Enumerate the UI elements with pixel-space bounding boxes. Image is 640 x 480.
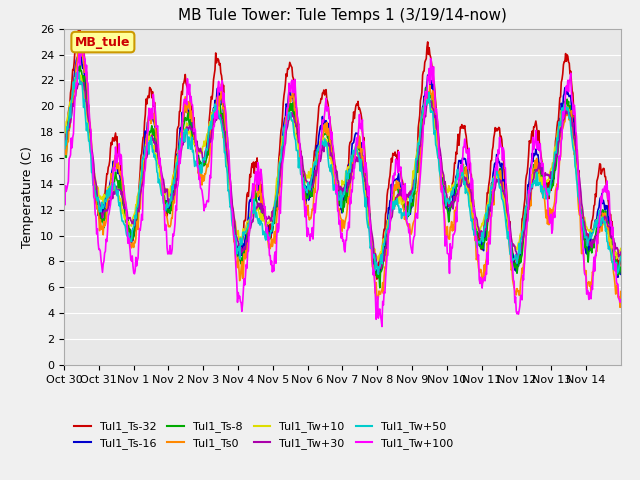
Tul1_Ts-32 — [60, 149, 68, 155]
Tul1_Ts-16 — [401, 201, 409, 207]
Tul1_Ts-16 — [617, 271, 625, 277]
Tul1_Ts0 — [277, 178, 285, 183]
Tul1_Tw+100 — [256, 177, 264, 183]
Tul1_Tw+10 — [374, 257, 382, 263]
Tul1_Ts-8 — [228, 211, 236, 216]
Tul1_Ts-8 — [401, 203, 409, 209]
Tul1_Tw+10 — [74, 71, 82, 76]
Tul1_Ts0 — [60, 148, 68, 154]
Tul1_Ts-32 — [433, 111, 440, 117]
Tul1_Tw+10 — [60, 133, 68, 139]
Tul1_Tw+30 — [76, 78, 84, 84]
Tul1_Tw+50 — [60, 144, 68, 150]
Tul1_Tw+10 — [277, 151, 285, 157]
Tul1_Tw+50 — [277, 156, 285, 161]
Tul1_Ts0 — [256, 179, 264, 184]
Text: MB_tule: MB_tule — [75, 36, 131, 48]
Tul1_Ts-16 — [228, 206, 236, 212]
Tul1_Ts-32 — [228, 209, 236, 215]
Tul1_Tw+10 — [401, 198, 409, 204]
Tul1_Tw+100 — [79, 42, 86, 48]
Line: Tul1_Ts-8: Tul1_Ts-8 — [64, 63, 621, 288]
Tul1_Ts0 — [77, 46, 85, 52]
Line: Tul1_Tw+10: Tul1_Tw+10 — [64, 73, 621, 260]
Tul1_Tw+30 — [277, 165, 285, 171]
Tul1_Tw+50 — [374, 271, 382, 277]
Legend: Tul1_Ts-32, Tul1_Ts-16, Tul1_Ts-8, Tul1_Ts0, Tul1_Tw+10, Tul1_Tw+30, Tul1_Tw+50,: Tul1_Ts-32, Tul1_Ts-16, Tul1_Ts-8, Tul1_… — [70, 417, 458, 453]
Tul1_Tw+50 — [75, 69, 83, 75]
Tul1_Tw+30 — [126, 215, 134, 220]
Title: MB Tule Tower: Tule Temps 1 (3/19/14-now): MB Tule Tower: Tule Temps 1 (3/19/14-now… — [178, 9, 507, 24]
Tul1_Tw+100 — [433, 106, 440, 112]
Tul1_Tw+100 — [60, 171, 68, 177]
Tul1_Ts-32 — [373, 276, 381, 282]
Tul1_Ts-8 — [126, 226, 134, 232]
Tul1_Tw+100 — [401, 181, 409, 187]
Tul1_Tw+100 — [617, 297, 625, 302]
Tul1_Tw+10 — [617, 246, 625, 252]
Tul1_Tw+30 — [617, 250, 625, 255]
Tul1_Ts-16 — [374, 275, 382, 281]
Tul1_Ts-32 — [75, 26, 83, 32]
Tul1_Ts-32 — [617, 251, 625, 257]
Tul1_Tw+100 — [126, 247, 134, 252]
Tul1_Ts0 — [617, 288, 625, 294]
Tul1_Tw+50 — [401, 212, 409, 218]
Tul1_Ts-32 — [256, 171, 264, 177]
Tul1_Ts-8 — [76, 60, 84, 66]
Tul1_Ts-8 — [617, 264, 625, 270]
Tul1_Tw+10 — [126, 222, 134, 228]
Tul1_Ts-8 — [433, 126, 440, 132]
Tul1_Tw+50 — [126, 237, 134, 242]
Tul1_Ts0 — [126, 242, 134, 248]
Tul1_Ts0 — [432, 118, 440, 124]
Tul1_Ts-16 — [76, 51, 84, 57]
Tul1_Ts-32 — [277, 128, 285, 133]
Line: Tul1_Ts0: Tul1_Ts0 — [64, 49, 621, 307]
Line: Tul1_Ts-16: Tul1_Ts-16 — [64, 54, 621, 278]
Tul1_Ts-16 — [256, 193, 264, 199]
Y-axis label: Temperature (C): Temperature (C) — [22, 146, 35, 248]
Tul1_Ts-32 — [401, 198, 409, 204]
Tul1_Tw+50 — [256, 222, 264, 228]
Tul1_Ts0 — [228, 210, 236, 216]
Tul1_Tw+50 — [617, 253, 625, 259]
Tul1_Ts-8 — [256, 201, 264, 206]
Tul1_Tw+10 — [256, 215, 264, 220]
Tul1_Tw+30 — [60, 143, 68, 148]
Line: Tul1_Tw+50: Tul1_Tw+50 — [64, 72, 621, 274]
Tul1_Tw+30 — [433, 126, 440, 132]
Tul1_Tw+30 — [256, 201, 264, 206]
Tul1_Tw+100 — [277, 192, 285, 197]
Tul1_Ts-16 — [126, 230, 134, 236]
Line: Tul1_Ts-32: Tul1_Ts-32 — [64, 29, 621, 279]
Line: Tul1_Tw+30: Tul1_Tw+30 — [64, 81, 621, 272]
Tul1_Tw+100 — [378, 324, 386, 329]
Tul1_Ts-8 — [60, 150, 68, 156]
Tul1_Ts-16 — [433, 123, 440, 129]
Tul1_Ts-8 — [376, 285, 383, 290]
Tul1_Ts-32 — [126, 229, 134, 235]
Tul1_Tw+100 — [228, 210, 236, 216]
Tul1_Tw+30 — [228, 204, 236, 209]
Tul1_Ts0 — [401, 216, 408, 222]
Tul1_Ts0 — [616, 304, 624, 310]
Tul1_Tw+30 — [375, 269, 383, 275]
Tul1_Tw+10 — [433, 135, 440, 141]
Tul1_Tw+50 — [433, 144, 440, 150]
Line: Tul1_Tw+100: Tul1_Tw+100 — [64, 45, 621, 326]
Tul1_Tw+10 — [228, 203, 236, 208]
Tul1_Ts-8 — [277, 160, 285, 166]
Tul1_Ts-16 — [277, 147, 285, 153]
Tul1_Tw+30 — [401, 192, 409, 197]
Tul1_Tw+50 — [228, 223, 236, 228]
Tul1_Ts-16 — [60, 154, 68, 160]
